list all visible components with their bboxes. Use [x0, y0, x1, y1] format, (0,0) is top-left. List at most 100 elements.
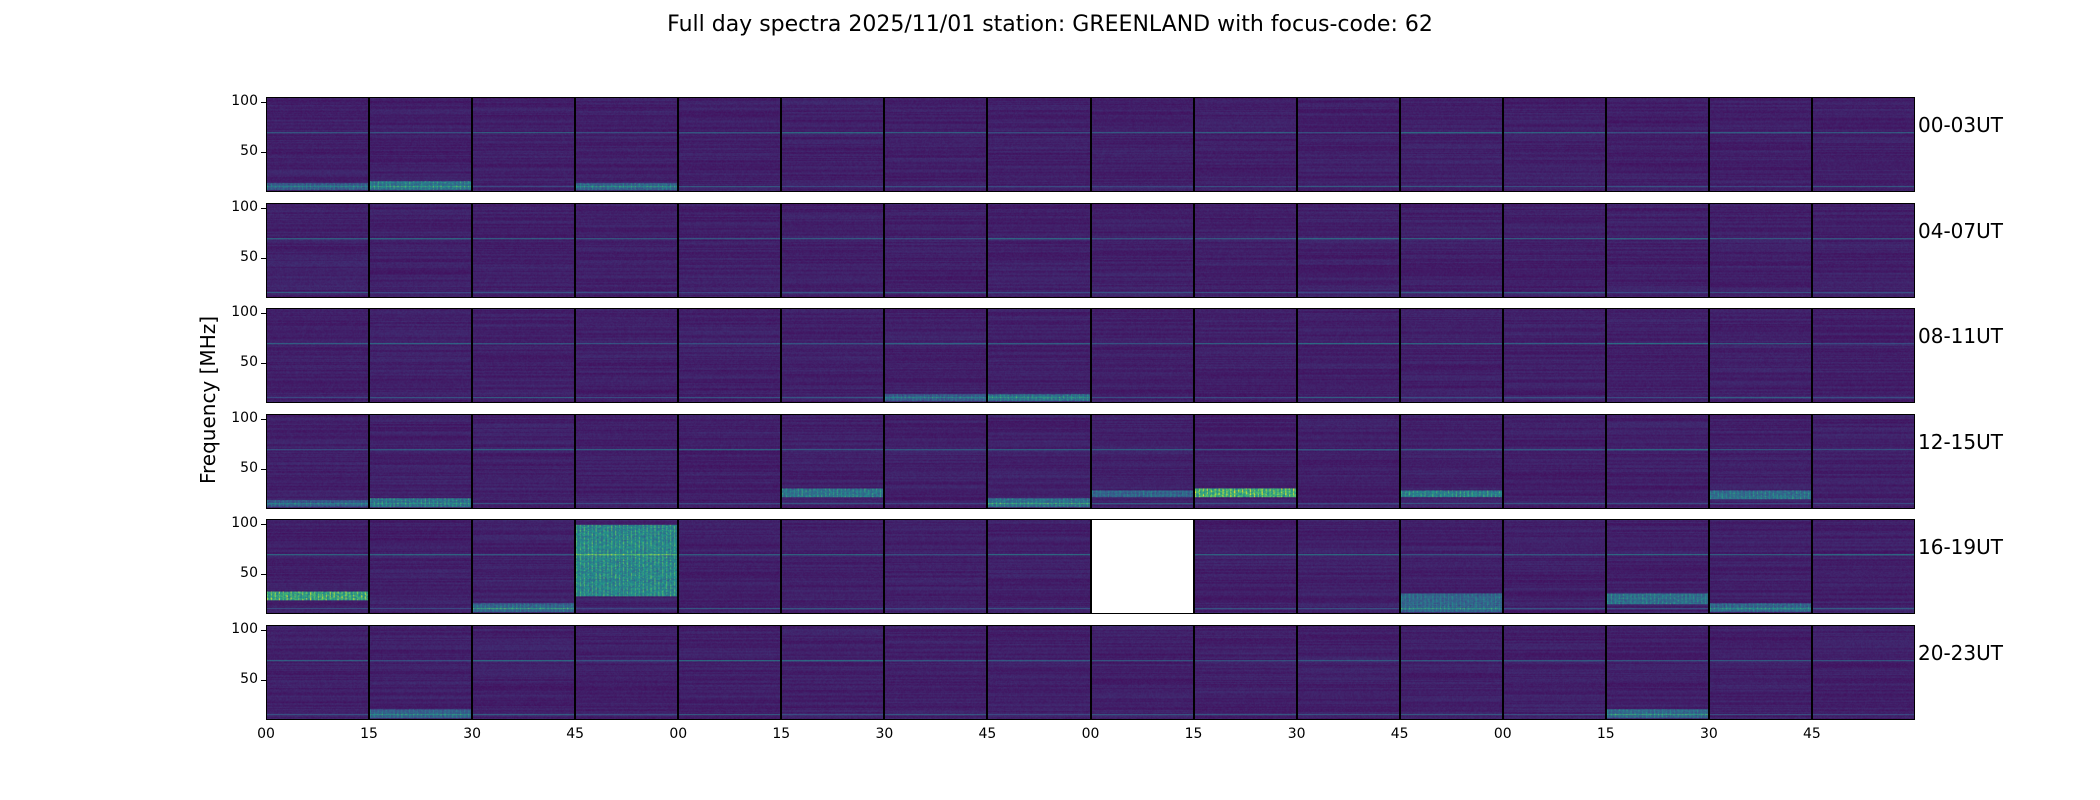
- spectrum-panel: [987, 519, 1091, 615]
- spectrum-panel: [1399, 625, 1503, 720]
- x-tick-label: 30: [463, 726, 482, 742]
- spectrum-panel: [1811, 308, 1915, 404]
- spectrum-panel: [1605, 625, 1709, 720]
- spectrum-panel: [1090, 413, 1194, 509]
- spectrum-panel: [1811, 625, 1915, 720]
- spectrum-panel: [472, 625, 576, 720]
- spectrum-panel: [1193, 308, 1297, 404]
- y-tick-label: 100: [231, 198, 258, 215]
- x-tick-label: 15: [1184, 726, 1203, 742]
- spectrum-panel: [575, 308, 679, 404]
- y-tick-mark: [261, 152, 266, 153]
- spectrum-panel: [884, 308, 988, 404]
- row-label: 00-03UT: [1918, 113, 2003, 137]
- spectrum-panel: [1399, 519, 1503, 615]
- spectrum-panel: [678, 202, 782, 298]
- spectrum-panel: [1502, 519, 1606, 615]
- x-tick-label: 15: [1596, 726, 1615, 742]
- row-label: 08-11UT: [1918, 324, 2003, 349]
- y-tick-mark: [261, 630, 266, 631]
- spectrum-panel: [266, 202, 370, 298]
- spectrum-panel: [575, 97, 679, 192]
- y-tick-mark: [261, 680, 266, 681]
- y-tick-label: 100: [231, 93, 258, 109]
- spectrum-panel: [266, 97, 370, 192]
- spectrum-panel: [1090, 308, 1194, 404]
- y-tick-mark: [261, 574, 266, 576]
- spectrum-panel: [1708, 625, 1812, 720]
- spectrum-panel: [1502, 202, 1606, 298]
- spectrum-panel: [1502, 413, 1606, 509]
- y-tick-label: 50: [240, 565, 258, 582]
- y-tick-mark: [261, 468, 266, 470]
- spectrum-panel: [1296, 413, 1400, 509]
- spectrum-panel: [781, 97, 885, 192]
- spectrum-panel: [781, 519, 885, 615]
- row-label: 16-19UT: [1918, 535, 2003, 560]
- y-tick-label: 50: [240, 459, 258, 476]
- y-tick-label: 100: [231, 304, 258, 321]
- spectrum-panel: [987, 202, 1091, 298]
- spectrum-panel: [1708, 308, 1812, 404]
- spectrum-panel: [1502, 308, 1606, 404]
- x-tick-label: 30: [875, 726, 894, 742]
- spectrum-panel: [781, 308, 885, 404]
- y-tick-mark: [261, 102, 266, 103]
- y-tick-label: 100: [231, 409, 258, 426]
- spectrum-panel: [884, 202, 988, 298]
- spectrum-panel: [1090, 625, 1194, 720]
- spectrum-panel: [575, 625, 679, 720]
- spectrum-panel: [987, 413, 1091, 509]
- x-tick-label: 15: [360, 726, 378, 742]
- y-tick-label: 100: [231, 515, 258, 532]
- spectrum-panel: [1193, 625, 1297, 720]
- y-tick-label: 50: [240, 671, 258, 687]
- spectrum-panel: [575, 519, 679, 615]
- spectrum-panel: [678, 308, 782, 404]
- spectrum-panel: [987, 625, 1091, 720]
- spectrum-panel: [369, 625, 473, 720]
- spectrum-panel: [1708, 519, 1812, 615]
- spectrum-panel: [1811, 519, 1915, 615]
- spectrum-panel: [1193, 413, 1297, 509]
- spectrum-panel: [1399, 202, 1503, 298]
- x-tick-label: 15: [772, 726, 791, 742]
- spectrum-panel: [1502, 97, 1606, 192]
- spectrum-panel: [369, 519, 473, 615]
- y-tick-mark: [261, 257, 266, 259]
- y-tick-label: 50: [240, 143, 258, 159]
- y-tick-label: 100: [231, 621, 258, 637]
- x-tick-label: 30: [1699, 726, 1718, 742]
- x-tick-label: 45: [566, 726, 585, 742]
- spectrum-panel: [987, 308, 1091, 404]
- y-tick-mark: [261, 524, 266, 526]
- spectrum-panel: [781, 625, 885, 720]
- spectrum-panel: [1296, 519, 1400, 615]
- row-label: 20-23UT: [1918, 641, 2003, 665]
- spectrum-panel: [1090, 97, 1194, 192]
- spectrum-panel: [884, 625, 988, 720]
- spectrum-panel: [369, 308, 473, 404]
- spectrum-panel: [1296, 308, 1400, 404]
- spectrum-panel: [884, 413, 988, 509]
- spectrum-panel: [472, 202, 576, 298]
- spectrum-panel: [1811, 202, 1915, 298]
- y-tick-mark: [261, 313, 266, 315]
- x-tick-label: 00: [669, 726, 688, 742]
- spectrum-panel: [1399, 308, 1503, 404]
- spectrum-panel: [1605, 202, 1709, 298]
- spectrum-panel: [781, 413, 885, 509]
- spectrum-panel: [1605, 413, 1709, 509]
- spectrum-panel: [266, 625, 370, 720]
- spectrum-panel: [472, 519, 576, 615]
- x-tick-label: 00: [1493, 726, 1512, 742]
- spectrum-panel: [1090, 202, 1194, 298]
- spectrum-panel: [678, 625, 782, 720]
- spectrum-panel: [472, 413, 576, 509]
- spectrum-panel: [1296, 625, 1400, 720]
- spectrum-panel: [266, 308, 370, 404]
- spectrum-panel-missing: [1090, 519, 1194, 615]
- spectrum-panel: [369, 202, 473, 298]
- spectrum-panel: [678, 97, 782, 192]
- spectrum-panel: [781, 202, 885, 298]
